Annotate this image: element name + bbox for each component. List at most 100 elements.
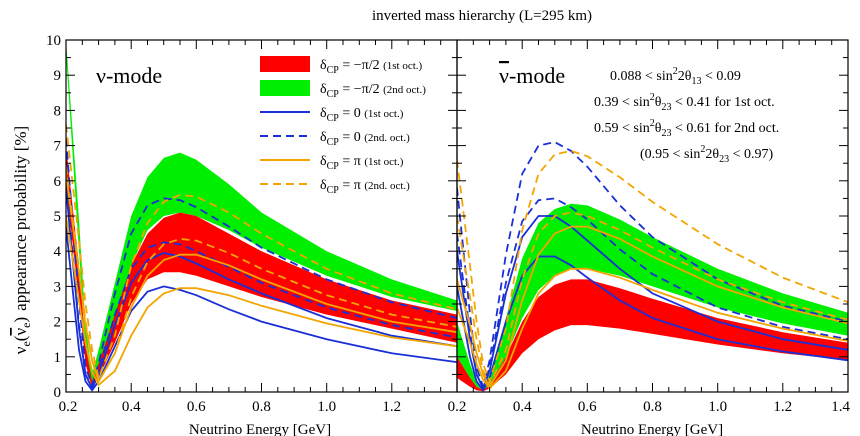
panel-label: ν-mode <box>96 63 162 88</box>
annotation-sub: 23 <box>661 102 671 113</box>
x-tick-label: 0.6 <box>187 399 206 415</box>
y-tick-label: 1 <box>54 350 62 366</box>
legend-label-1: δCP = −π/2 (2nd oct.) <box>320 82 426 100</box>
y-tick-label: 7 <box>54 139 62 155</box>
annotation-post: < 0.09 <box>701 69 740 84</box>
y-tick-label: 0 <box>54 385 62 401</box>
series-line-3 <box>457 141 848 390</box>
annotation-sup: 2 <box>650 118 655 129</box>
y-tick-label: 5 <box>54 209 62 225</box>
legend-value: = π <box>339 178 364 193</box>
band-1 <box>66 145 457 389</box>
mixing-angle-annotations: 0.088 < sin22θ13 < 0.090.39 < sin2θ23 < … <box>594 66 779 165</box>
legend-delta: δ <box>320 178 327 193</box>
ylabel-nu: ν <box>11 346 30 354</box>
figure-title: inverted mass hierarchy (L=295 km) <box>372 8 592 24</box>
legend-value: = 0 <box>339 130 364 145</box>
ylabel-e-subscript: e <box>19 341 33 346</box>
legend-octant: (2nd. oct.) <box>364 132 410 144</box>
panel-neutrino-mode: 0.2 0.4 0.6 0.8 1.0 1.2 0 1 2 3 4 5 6 7 8 9 10 ν-mode <box>46 33 458 415</box>
annotation-sub: 23 <box>719 154 729 165</box>
annotation-pre: 0.39 < sin <box>594 95 650 110</box>
legend-delta: δ <box>320 82 327 97</box>
series-line-0 <box>457 255 848 392</box>
y-tick-label: 3 <box>54 279 62 295</box>
legend-label-5: δCP = π (2nd. oct.) <box>320 178 410 196</box>
annotation-sup: 2 <box>673 66 678 77</box>
y-tick-label: 10 <box>46 33 61 49</box>
x-tick-label: 1.0 <box>708 399 727 415</box>
annotation-mid: 2θ <box>678 69 692 84</box>
series-line-4 <box>66 215 457 387</box>
series-line-7 <box>457 149 848 385</box>
legend-value: = π <box>339 154 364 169</box>
series-line-2 <box>457 197 848 392</box>
annotation-pre: 0.088 < sin <box>610 69 673 84</box>
x-tick-label: 1.4 <box>831 399 850 415</box>
plot-area <box>457 141 848 392</box>
x-axis-label-right: Neutrino Energy [GeV] <box>581 422 723 436</box>
series-line-5 <box>457 225 848 389</box>
ylabel-nubar: ν <box>11 328 30 336</box>
series-line-3 <box>66 138 457 388</box>
series-line-2 <box>66 180 457 391</box>
annotation-sup: 2 <box>700 144 705 155</box>
ylabel-paren-close: ) <box>11 317 30 323</box>
plot-area <box>66 40 457 392</box>
panel-label-nubar: ν <box>499 63 509 88</box>
legend-label-0: δCP = −π/2 (1st oct.) <box>320 58 423 76</box>
x-tick-label: 1.2 <box>382 399 401 415</box>
legend-octant: (2nd. oct.) <box>364 180 410 192</box>
legend-value: = −π/2 <box>339 82 383 97</box>
x-tick-label: 0.4 <box>122 399 141 415</box>
y-axis-label: νe(νe)appearance probability [%] <box>11 126 33 354</box>
x-tick-label: 1.2 <box>773 399 792 415</box>
legend-value: = 0 <box>339 106 364 121</box>
legend-subscript: CP <box>327 137 340 148</box>
legend-label-2: δCP = 0 (1st oct.) <box>320 106 404 124</box>
legend-octant: (2nd oct.) <box>383 84 426 96</box>
annotation-post: < 0.41 for 1st oct. <box>671 95 774 110</box>
legend-subscript: CP <box>327 65 340 76</box>
annotation-post: < 0.61 for 2nd oct. <box>671 121 779 136</box>
y-tick-label: 8 <box>54 103 62 119</box>
x-tick-label: 1.0 <box>317 399 336 415</box>
band-0 <box>457 203 848 391</box>
annotation-mid: 2θ <box>705 147 719 162</box>
series-line-7 <box>66 124 457 381</box>
band-1 <box>457 279 848 392</box>
annotation-3: (0.95 < sin22θ23 < 0.97) <box>640 144 774 165</box>
panel-antineutrino-mode: 0.2 0.4 0.6 0.8 1.0 1.2 1.4 ν-mode <box>448 39 851 415</box>
annotation-post: < 0.97) <box>729 147 773 162</box>
annotation-2: 0.59 < sin2θ23 < 0.61 for 2nd oct. <box>594 118 779 139</box>
annotation-pre: 0.59 < sin <box>594 121 650 136</box>
legend-delta: δ <box>320 58 327 73</box>
x-tick-label: 0.2 <box>448 399 467 415</box>
y-tick-label: 6 <box>54 174 62 190</box>
legend-value: = −π/2 <box>339 58 383 73</box>
panel-label-text: -mode <box>509 63 565 88</box>
legend-delta: δ <box>320 106 327 121</box>
annotation-mid: θ <box>655 95 662 110</box>
legend-swatch-0 <box>260 56 310 72</box>
series-line-6 <box>66 166 457 384</box>
band-0 <box>66 40 457 385</box>
legend-label-4: δCP = π (1st oct.) <box>320 154 404 172</box>
y-tick-label: 9 <box>54 68 62 84</box>
legend-subscript: CP <box>327 89 340 100</box>
panel-label: ν-mode <box>499 63 565 88</box>
legend-label-3: δCP = 0 (2nd. oct.) <box>320 130 410 148</box>
series-line-6 <box>457 211 848 388</box>
x-axis-label-left: Neutrino Energy [GeV] <box>189 422 331 436</box>
y-tick-label: 4 <box>54 244 62 260</box>
series-line-0 <box>66 226 457 392</box>
annotation-sub: 13 <box>691 76 701 87</box>
ylabel-e2-subscript: e <box>19 323 33 328</box>
legend: δCP = −π/2 (1st oct.)δCP = −π/2 (2nd oct… <box>260 56 426 196</box>
x-tick-label: 0.6 <box>578 399 597 415</box>
ylabel-paren-open: ( <box>11 335 30 341</box>
annotation-1: 0.39 < sin2θ23 < 0.41 for 1st oct. <box>594 92 775 113</box>
legend-octant: (1st oct.) <box>364 108 403 120</box>
series-line-5 <box>66 173 457 384</box>
